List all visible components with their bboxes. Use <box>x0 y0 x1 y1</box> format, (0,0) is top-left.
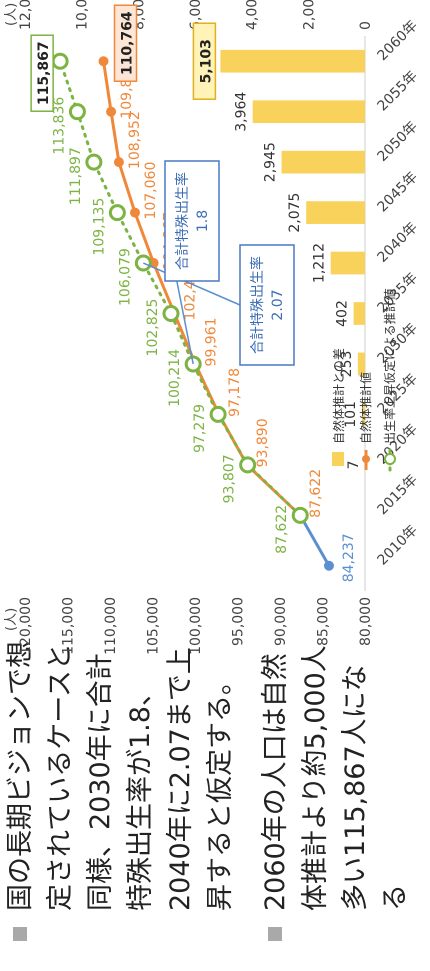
data-label: 100,214 <box>167 349 183 407</box>
highlight-orange-label: 110,764 <box>120 11 136 75</box>
series-line <box>58 59 302 517</box>
data-label: 99,961 <box>203 317 219 366</box>
left-tick-label: 120,000 <box>18 597 34 655</box>
bar-value-label: 2,945 <box>263 142 279 182</box>
data-point <box>209 405 227 423</box>
data-point <box>98 56 109 67</box>
x-tick-label: 2050年 <box>375 119 421 165</box>
data-label: 108,952 <box>127 111 143 169</box>
right-tick-label: 0 <box>358 21 374 30</box>
data-label: 84,237 <box>341 533 357 582</box>
series-line <box>102 61 302 517</box>
data-label: 113,836 <box>51 97 67 155</box>
callout-2040-box <box>239 244 295 366</box>
legend-swatch-green-circle <box>384 453 396 465</box>
data-point <box>113 157 124 168</box>
legend-swatch-bar <box>332 452 344 466</box>
highlight-orange-label-box <box>113 4 138 82</box>
callout-2030-value: 1.8 <box>195 210 211 232</box>
bar-difference <box>357 352 365 376</box>
data-point <box>129 207 140 218</box>
bar-value-label: 402 <box>335 300 351 327</box>
highlight-bar-label: 5,103 <box>198 39 214 83</box>
legend-swatch-orange-dot <box>362 455 370 463</box>
bar-value-label: 101 <box>343 401 359 428</box>
callout-2040-value: 2.07 <box>270 289 286 320</box>
data-point <box>291 506 309 524</box>
callout-2030-box <box>164 160 220 282</box>
right-tick-label: 10,000 <box>75 0 91 30</box>
right-tick-label: 4,000 <box>245 0 261 30</box>
left-tick-label: 95,000 <box>231 597 247 646</box>
right-tick-label: 2,000 <box>301 0 317 30</box>
x-tick-label: 2015年 <box>375 472 421 518</box>
data-point <box>323 560 334 571</box>
left-tick-label: 115,000 <box>61 597 77 655</box>
bar-difference <box>220 49 365 73</box>
x-tick-label: 2025年 <box>375 371 421 417</box>
right-axis-unit: (人) <box>4 3 19 26</box>
right-tick-label: 12,000 <box>18 0 34 30</box>
bar-difference <box>281 150 365 174</box>
x-tick-label: 2045年 <box>375 169 421 215</box>
data-point <box>85 153 103 171</box>
bar-difference <box>252 100 365 124</box>
left-tick-label: 85,000 <box>316 597 332 646</box>
data-point <box>239 456 257 474</box>
bar-difference <box>330 251 366 275</box>
data-label: 111,897 <box>68 147 84 205</box>
x-tick-label: 2010年 <box>375 522 421 568</box>
bar-difference <box>353 302 365 325</box>
callout-2040-title: 合計特殊出生率 <box>249 256 266 354</box>
bar-value-label: 3,964 <box>234 92 250 132</box>
left-tick-label: 100,000 <box>188 597 204 655</box>
data-point <box>106 106 117 117</box>
highlight-bar-label-box <box>192 22 217 100</box>
data-label: 106,079 <box>117 248 133 306</box>
left-tick-label: 105,000 <box>146 597 162 655</box>
bar-value-label: 2,075 <box>287 193 303 233</box>
x-tick-label: 2060年 <box>375 18 421 64</box>
data-point <box>51 52 69 70</box>
callout-2030-title: 合計特殊出生率 <box>174 172 191 270</box>
highlight-green-label: 115,867 <box>36 41 52 105</box>
bar-difference <box>362 403 366 426</box>
x-tick-label: 2035年 <box>375 270 421 316</box>
highlight-green-label-box <box>30 34 54 112</box>
data-point <box>68 103 86 121</box>
bar-value-label: 7 <box>346 460 362 469</box>
data-label: 93,890 <box>255 418 271 467</box>
x-tick-label: 2040年 <box>375 219 421 265</box>
left-tick-label: 90,000 <box>273 597 289 646</box>
bar-value-label: 1,212 <box>312 243 328 283</box>
callout-2040-pointer <box>143 262 241 306</box>
data-label: 87,622 <box>274 505 290 554</box>
x-tick-label: 2030年 <box>375 320 421 366</box>
left-axis-unit: (人) <box>4 608 19 631</box>
data-label: 109,135 <box>91 198 107 256</box>
left-tick-label: 80,000 <box>358 597 374 646</box>
x-tick-label: 2020年 <box>375 421 421 467</box>
left-tick-label: 110,000 <box>103 597 119 655</box>
legend-label-bar: 自然体推計との差 <box>331 348 346 444</box>
bar-value-label: 253 <box>339 351 355 378</box>
data-label: 87,622 <box>308 469 324 518</box>
data-label: 102,825 <box>145 299 161 357</box>
legend-label-green: 出生率上昇仮定による推計値 <box>382 288 397 444</box>
bar-difference <box>306 201 366 224</box>
data-point <box>162 305 180 322</box>
data-point <box>108 204 126 222</box>
data-label: 107,060 <box>143 162 159 220</box>
legend-label-orange: 自然体推計値 <box>358 372 373 444</box>
x-tick-label: 2055年 <box>375 68 421 114</box>
data-label: 93,807 <box>222 454 238 503</box>
data-label: 97,279 <box>192 404 208 453</box>
series-line <box>298 514 331 567</box>
data-label: 97,178 <box>227 368 243 417</box>
